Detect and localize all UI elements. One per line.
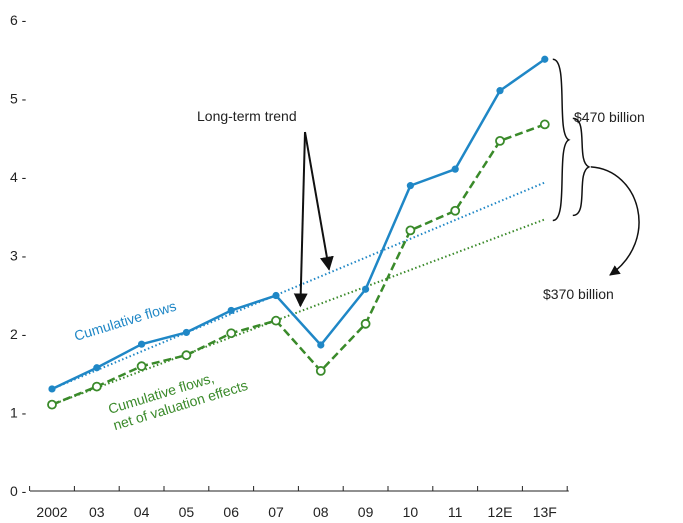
gap-370-billion-label: $370 billion [543, 286, 614, 302]
gap-brace [552, 58, 571, 222]
data-point [315, 365, 326, 376]
gap-470-billion-label: $470 billion [574, 109, 645, 125]
data-point [93, 364, 101, 372]
y-tick-label: 3 - [10, 248, 27, 264]
x-tick-label: 09 [358, 504, 374, 520]
data-point [272, 291, 280, 300]
x-tick-label: 10 [403, 504, 419, 520]
y-tick-label: 1 - [10, 405, 27, 421]
data-point [405, 225, 416, 236]
data-point [496, 87, 504, 95]
trend-arrow [304, 131, 334, 271]
axes: 0 - 1 - 2 - 3 - 4 - 5 - 6 - 2002 03 04 05 06 07 08 09 1… [10, 12, 569, 520]
gap-arrow [590, 166, 640, 276]
series-lines [47, 55, 550, 410]
data-point [138, 340, 146, 348]
data-point [226, 328, 237, 339]
x-tick-label: 08 [313, 504, 329, 520]
data-point [539, 119, 550, 130]
trend-line [51, 181, 546, 390]
long-term-trend-label: Long-term trend [197, 108, 297, 124]
x-tick-label: 2002 [36, 504, 67, 520]
data-point [136, 361, 147, 372]
trend-lines [51, 181, 546, 406]
y-tick-label: 6 - [10, 12, 27, 28]
y-tick-label: 2 - [10, 326, 27, 342]
data-point [451, 165, 459, 173]
data-point [182, 328, 190, 337]
data-point [271, 315, 281, 326]
series-line [51, 123, 546, 406]
annotations: Long-term trend $470 billion $370 billio… [72, 58, 645, 433]
data-point [227, 306, 235, 315]
series-label-net-of-valuation: Cumulative flows,net of valuation effect… [106, 361, 249, 433]
data-point [541, 55, 549, 63]
x-tick-label: 11 [448, 504, 463, 520]
data-point [450, 205, 461, 216]
data-point [47, 399, 57, 410]
x-tick-label: 05 [179, 504, 195, 520]
data-point [362, 285, 370, 293]
x-tick-label: 03 [89, 504, 105, 520]
series-line [51, 58, 546, 391]
data-point [495, 135, 505, 146]
data-point [48, 385, 56, 393]
x-tick-label: 04 [134, 504, 150, 520]
data-point [317, 341, 325, 349]
y-tick-label: 0 - [10, 483, 27, 499]
trend-arrow [293, 131, 308, 308]
y-tick-label: 4 - [10, 169, 27, 185]
data-point [406, 182, 414, 190]
y-tick-label: 5 - [10, 91, 27, 107]
x-tick-label: 07 [268, 504, 284, 520]
x-tick-label: 06 [223, 504, 239, 520]
data-point [91, 381, 102, 392]
gap-brace [572, 117, 591, 217]
data-point [181, 350, 192, 361]
x-tick-label: 12E [488, 504, 513, 520]
x-tick-label: 13F [533, 504, 557, 520]
data-point [360, 318, 371, 329]
series-label-cumulative-flows: Cumulative flows [72, 298, 178, 344]
